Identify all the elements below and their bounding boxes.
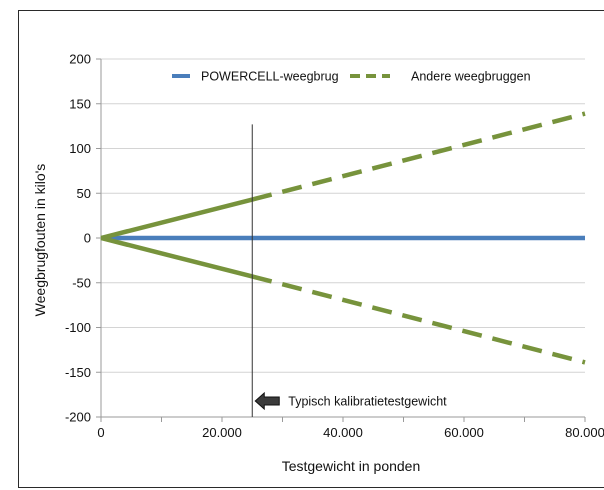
x-tick-label: 20.000 — [202, 425, 242, 440]
y-tick-label: 50 — [77, 186, 91, 201]
y-tick-label: 100 — [69, 141, 91, 156]
left-arrow-icon — [254, 391, 280, 411]
legend-label-other: Andere weegbruggen — [411, 70, 531, 84]
x-axis-title: Testgewicht in ponden — [282, 458, 421, 474]
other-upper-dashed-line — [251, 111, 586, 202]
other-upper-solid-line — [100, 197, 253, 241]
legend: POWERCELL-weegbrug Andere weegbruggen — [172, 70, 531, 84]
axes — [96, 58, 586, 422]
reference-line: Typisch kalibratietestgewicht — [251, 124, 447, 417]
x-tick-label: 0 — [97, 425, 104, 440]
series-lines — [100, 111, 586, 365]
y-tick-label: 200 — [69, 52, 91, 67]
calibration-annotation: Typisch kalibratietestgewicht — [288, 395, 447, 409]
y-tick-label: 150 — [69, 96, 91, 111]
chart-frame — [18, 10, 604, 488]
other-lower-dashed-line — [251, 274, 586, 365]
y-tick-labels: 200 150 100 50 0 -50 -100 -150 -200 — [65, 52, 91, 425]
other-lower-solid-line — [100, 235, 253, 279]
x-tick-label: 60.000 — [444, 425, 484, 440]
y-tick-label: -100 — [65, 320, 91, 335]
y-tick-label: -50 — [72, 275, 91, 290]
x-tick-label: 80.000 — [565, 425, 604, 440]
y-tick-label: 0 — [84, 231, 91, 246]
x-tick-label: 40.000 — [323, 425, 363, 440]
y-tick-label: -150 — [65, 365, 91, 380]
legend-label-powercell: POWERCELL-weegbrug — [201, 70, 339, 84]
y-axis-title: Weegbrugfouten in kilo's — [32, 164, 48, 317]
x-tick-labels: 0 20.000 40.000 60.000 80.000 — [97, 425, 604, 440]
y-tick-label: -200 — [65, 410, 91, 425]
